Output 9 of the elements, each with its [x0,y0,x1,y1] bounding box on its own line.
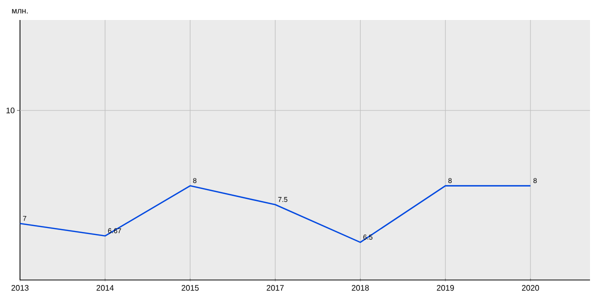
ref-line-label: 10 [6,108,14,114]
x-tick-label: 2013 [12,285,29,291]
x-tick-label: 2015 [182,285,199,291]
x-tick-label: 2020 [522,285,540,291]
x-tick-label: 2014 [96,285,114,291]
x-tick-label: 2018 [352,285,369,291]
x-tick-label: 2017 [266,285,284,291]
x-tick-label: 2019 [436,285,454,291]
y-axis-title: млн. [12,9,28,14]
